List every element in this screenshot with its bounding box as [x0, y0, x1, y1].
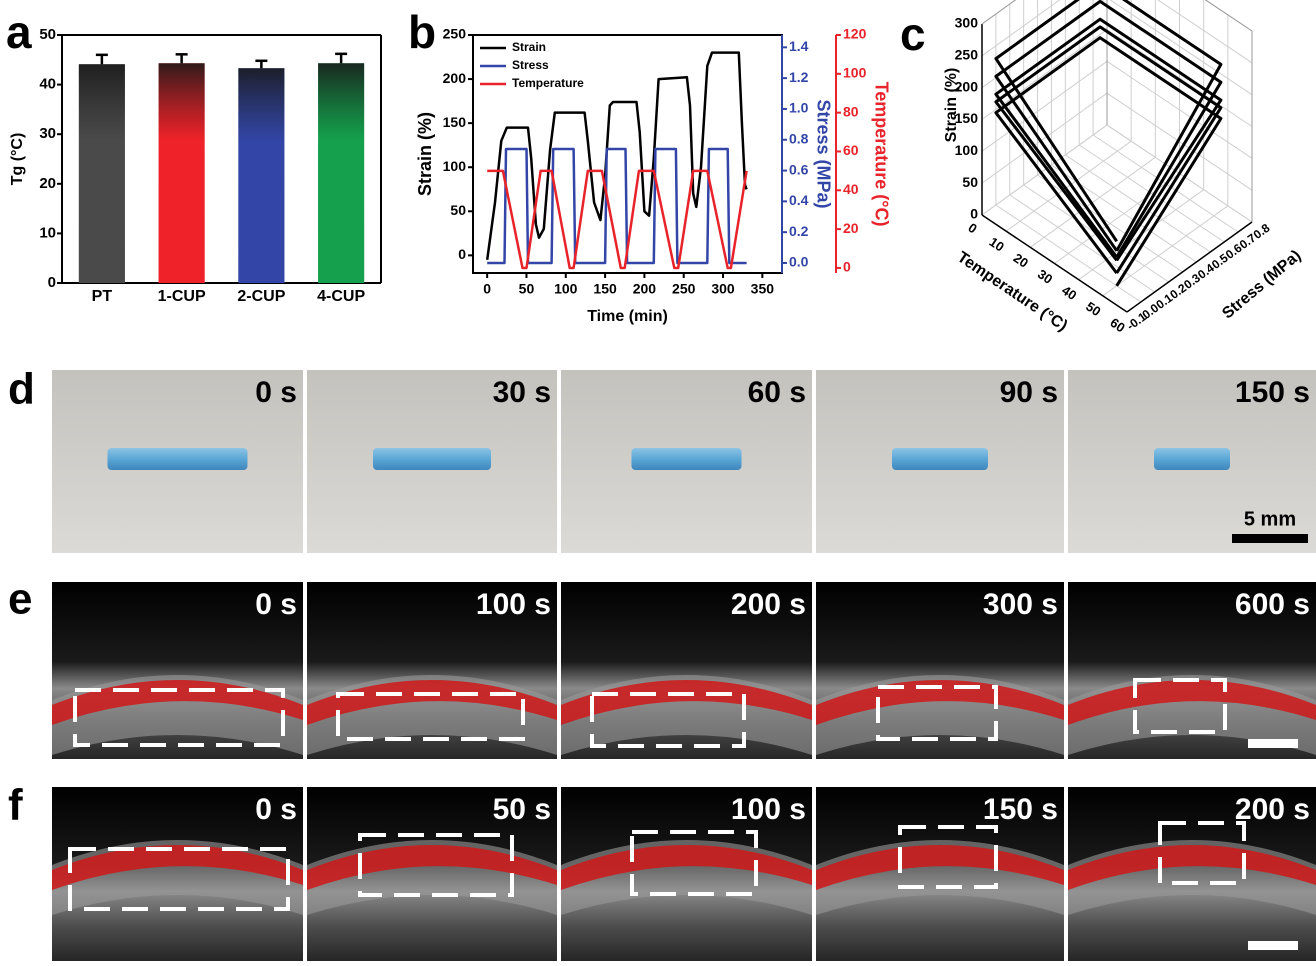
x-tick-label: 1-CUP — [158, 288, 206, 305]
time-label: 30 s — [493, 376, 551, 409]
legend-label: Temperature — [512, 76, 584, 90]
x-tick-label: PT — [92, 288, 113, 305]
x-tick-label: 150 — [593, 281, 617, 297]
time-label: 60 s — [748, 376, 806, 409]
x-tick-label: 300 — [711, 281, 735, 297]
y-tick-label: 10 — [39, 224, 56, 241]
x-tick-label: 40 — [1059, 283, 1079, 304]
z-tick-label: 250 — [955, 47, 979, 63]
x-tick-label: 350 — [751, 281, 775, 297]
z-tick-label: 300 — [955, 15, 979, 31]
x-tick-label: 250 — [672, 281, 696, 297]
y-tick-label: 0 — [48, 274, 56, 291]
time-label: 0 s — [255, 588, 297, 621]
panel-label: e — [8, 575, 32, 624]
z-tick-label: 100 — [955, 142, 979, 158]
x-tick-label: 4-CUP — [317, 288, 365, 305]
x-tick-label: 2-CUP — [237, 288, 285, 305]
time-label: 90 s — [1000, 376, 1058, 409]
time-label: 300 s — [983, 588, 1058, 621]
scale-bar — [1248, 739, 1298, 748]
y-tick-label: 1.4 — [789, 38, 809, 54]
time-label: 100 s — [731, 793, 806, 826]
sample — [892, 448, 988, 470]
x-tick-label: 50 — [519, 281, 535, 297]
y-tick-label: 0.6 — [789, 161, 809, 177]
x-tick-label: 30 — [1035, 266, 1055, 287]
sample — [1154, 448, 1230, 470]
time-label: 0 s — [255, 793, 297, 826]
x-tick-label: 0 — [483, 281, 491, 297]
x-tick-label: 60 — [1107, 315, 1127, 336]
y-axis-label: Tg (°C) — [9, 133, 26, 186]
z-axis-label: Strain (%) — [943, 68, 960, 143]
y-tick-label: 1.2 — [789, 69, 809, 85]
y-tick-label: 250 — [443, 26, 467, 42]
y-tick-label: 0.2 — [789, 223, 809, 239]
bar-shade — [238, 68, 284, 283]
bar-shade — [79, 64, 125, 283]
x-tick-label: 10 — [987, 234, 1007, 255]
y-axis-label: Strain (%) — [415, 112, 435, 196]
figure: a01020304050Tg (°C)PT1-CUP2-CUP4-CUPb050… — [0, 0, 1316, 961]
sample — [373, 448, 491, 470]
y-tick-label: 80 — [843, 103, 859, 119]
time-label: 0 s — [255, 376, 297, 409]
grid-line — [982, 0, 1107, 24]
y-tick-label: 120 — [843, 26, 867, 42]
panel-label: f — [8, 781, 23, 830]
y-tick-label: 0 — [458, 246, 466, 262]
time-label: 200 s — [1235, 793, 1310, 826]
y-tick-label: 100 — [843, 65, 867, 81]
y-tick-label: 0.8 — [789, 130, 809, 146]
y-tick-label: 100 — [443, 158, 467, 174]
x-tick-label: 0 — [965, 220, 979, 236]
x-tick-label: 50 — [1083, 299, 1103, 320]
y-tick-label: 50 — [450, 202, 466, 218]
time-label: 150 s — [983, 793, 1058, 826]
y-tick-label: 40 — [843, 181, 859, 197]
x-axis-label: Time (min) — [587, 308, 668, 325]
page: a01020304050Tg (°C)PT1-CUP2-CUP4-CUPb050… — [0, 0, 1316, 961]
y-tick-label: 50 — [39, 26, 56, 43]
y-tick-label: 20 — [843, 220, 859, 236]
panel-label: b — [408, 6, 436, 58]
z-tick-label: 50 — [962, 174, 978, 190]
legend-label: Strain — [512, 40, 546, 54]
time-label: 50 s — [493, 793, 551, 826]
time-label: 600 s — [1235, 588, 1310, 621]
bar-shade — [318, 63, 364, 283]
y-axis-label: Temperature (°C) — [871, 82, 891, 227]
frame-edge — [982, 0, 1107, 24]
sample — [108, 448, 248, 470]
y-tick-label: 150 — [443, 114, 467, 130]
legend-label: Stress — [512, 58, 549, 72]
scale-bar — [1232, 534, 1308, 543]
y-axis-label: Stress (MPa) — [813, 99, 833, 208]
y-tick-label: 1.0 — [789, 100, 809, 116]
y-tick-label: 0.4 — [789, 192, 809, 208]
y-tick-label: 20 — [39, 175, 56, 192]
panel-label: a — [6, 6, 32, 58]
bar-shade — [159, 63, 205, 283]
x-tick-label: 20 — [1011, 250, 1031, 271]
y-tick-label: 0.0 — [789, 254, 809, 270]
y-tick-label: 30 — [39, 125, 56, 142]
y-tick-label: 60 — [843, 142, 859, 158]
y-tick-label: 200 — [443, 70, 467, 86]
panel-label: d — [8, 365, 35, 414]
panel-label: c — [900, 8, 926, 60]
time-label: 150 s — [1235, 376, 1310, 409]
y-tick-label: 0 — [843, 259, 851, 275]
scale-bar — [1248, 941, 1298, 950]
x-tick-label: 100 — [554, 281, 578, 297]
time-label: 200 s — [731, 588, 806, 621]
series-line — [996, 1, 1221, 257]
scale-label: 5 mm — [1244, 508, 1296, 530]
y-tick-label: 40 — [39, 76, 56, 93]
x-tick-label: 200 — [633, 281, 657, 297]
sample — [632, 448, 742, 470]
time-label: 100 s — [476, 588, 551, 621]
